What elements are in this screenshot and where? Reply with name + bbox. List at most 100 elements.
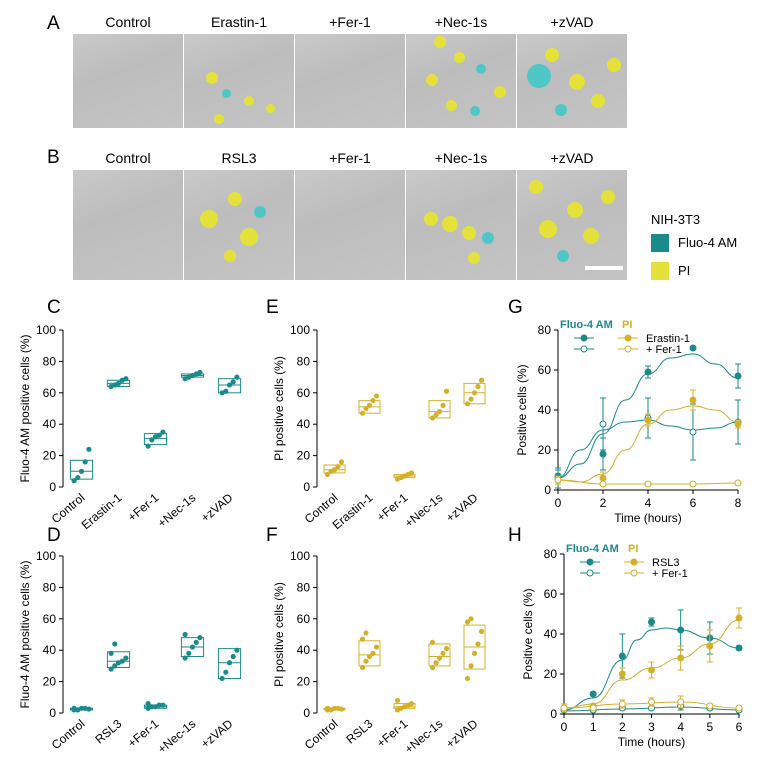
data-point <box>429 415 436 421</box>
legend-title: NIH-3T3 <box>651 212 701 227</box>
data-point <box>359 410 366 416</box>
data-point <box>115 380 122 386</box>
chart-d-fluo-rsl3: 0 20 40 60 80 100 Fluo-4 AM positive cells (%)… <box>18 549 242 757</box>
legend-swatch-fluo <box>651 234 669 252</box>
x-tick-label: 6 <box>736 720 743 734</box>
y-tick-label: 20 <box>43 675 57 689</box>
data-point <box>677 654 685 662</box>
data-point <box>363 658 369 664</box>
data-point <box>478 377 485 383</box>
data-point <box>433 412 439 418</box>
legend-header-pi: PI <box>622 319 632 331</box>
data-point <box>149 704 155 710</box>
x-tick-label: Erastin-1 <box>79 490 125 530</box>
legend-label-fluo: Fluo-4 AM <box>678 235 738 250</box>
y-tick-label: 0 <box>303 480 310 494</box>
x-tick-label: Control <box>302 717 341 753</box>
chart-f-pi-rsl3: 0 20 40 60 80 100 PI positive cells (%) Control… <box>272 549 486 756</box>
data-point <box>648 698 655 706</box>
data-point <box>475 383 481 390</box>
data-point <box>589 704 597 712</box>
data-point <box>618 670 626 678</box>
y-tick-label: 60 <box>297 386 311 400</box>
y-tick-label: 80 <box>297 580 311 594</box>
y-tick-label: 80 <box>43 580 57 594</box>
y-axis-label: Fluo-4 AM positive cells (%) <box>18 334 32 482</box>
data-point <box>408 470 415 476</box>
data-point <box>706 702 714 710</box>
x-tick-label: RSL3 <box>92 716 124 746</box>
y-tick-label: 100 <box>36 549 56 563</box>
box <box>358 640 381 667</box>
chart-c-fluo-erastin: 0 20 40 60 80 100 Fluo-4 AM positive cells (%)… <box>18 323 242 530</box>
legend-swatch-pi <box>651 262 669 280</box>
y-tick-label: 20 <box>297 675 311 689</box>
data-point <box>186 650 192 656</box>
row-a-title-nec1s: +Nec-1s <box>434 14 488 30</box>
data-point <box>370 398 376 404</box>
data-point <box>226 382 233 388</box>
x-tick-label: 0 <box>555 496 562 510</box>
data-point <box>359 636 366 642</box>
data-point <box>689 428 697 436</box>
data-point <box>648 618 655 626</box>
y-tick-label: 60 <box>43 612 57 626</box>
data-point <box>193 639 199 645</box>
data-point <box>366 653 373 660</box>
data-point <box>599 474 607 482</box>
y-tick-label: 60 <box>544 587 558 601</box>
y-tick-label: 100 <box>36 323 56 337</box>
y-tick-label: 20 <box>544 667 558 681</box>
data-point <box>145 443 151 449</box>
data-point <box>331 467 338 473</box>
panel-label-d: D <box>47 525 61 546</box>
legend-label: + Fer-1 <box>652 568 688 580</box>
data-point <box>71 705 77 711</box>
x-tick-label: 5 <box>706 720 713 734</box>
data-point <box>644 480 652 488</box>
panel-label-b: B <box>47 147 60 168</box>
data-point <box>554 476 562 484</box>
x-axis-label: Time (hours) <box>618 735 686 749</box>
data-point <box>440 650 446 656</box>
data-point <box>363 405 369 412</box>
y-tick-label: 40 <box>544 627 558 641</box>
data-point <box>735 704 743 712</box>
data-point <box>677 626 685 634</box>
data-point <box>689 480 697 488</box>
x-tick-label: 2 <box>600 496 607 510</box>
micrograph-a-nec1s <box>406 34 516 128</box>
data-point <box>373 644 380 650</box>
legend-label: Erastin-1 <box>646 333 690 345</box>
data-point <box>471 650 478 656</box>
box <box>217 648 242 679</box>
data-point <box>182 631 188 638</box>
micrograph-a-control <box>73 34 183 128</box>
data-point <box>230 653 236 660</box>
data-point <box>436 409 443 415</box>
x-tick-label: +zVAD <box>443 490 480 525</box>
chart-g-timecourse-erastin: 0 20 40 60 80 0 2 4 6 8 Time (hours) Positive cells… <box>515 319 742 525</box>
x-tick-label: +Nec-1s <box>155 717 198 757</box>
data-point <box>82 459 88 465</box>
y-tick-label: 0 <box>49 706 56 720</box>
legend-marker <box>630 558 638 566</box>
x-tick-label: +zVAD <box>198 716 235 751</box>
panel-label-f: F <box>266 525 278 546</box>
micrograph-b-rsl3 <box>184 170 294 280</box>
y-tick-label: 0 <box>544 483 551 497</box>
data-point <box>644 416 652 424</box>
data-point <box>156 432 162 438</box>
data-point <box>145 700 151 707</box>
data-point <box>78 468 85 474</box>
data-point <box>112 641 118 647</box>
data-point <box>338 459 345 465</box>
data-point <box>197 635 203 641</box>
data-point <box>108 666 114 672</box>
panel-label-e: E <box>266 297 279 318</box>
y-axis-label: Fluo-4 AM positive cells (%) <box>18 560 32 708</box>
data-point <box>394 697 401 704</box>
x-tick-label: 1 <box>590 720 597 734</box>
y-tick-label: 80 <box>544 547 558 561</box>
data-point <box>648 666 655 674</box>
